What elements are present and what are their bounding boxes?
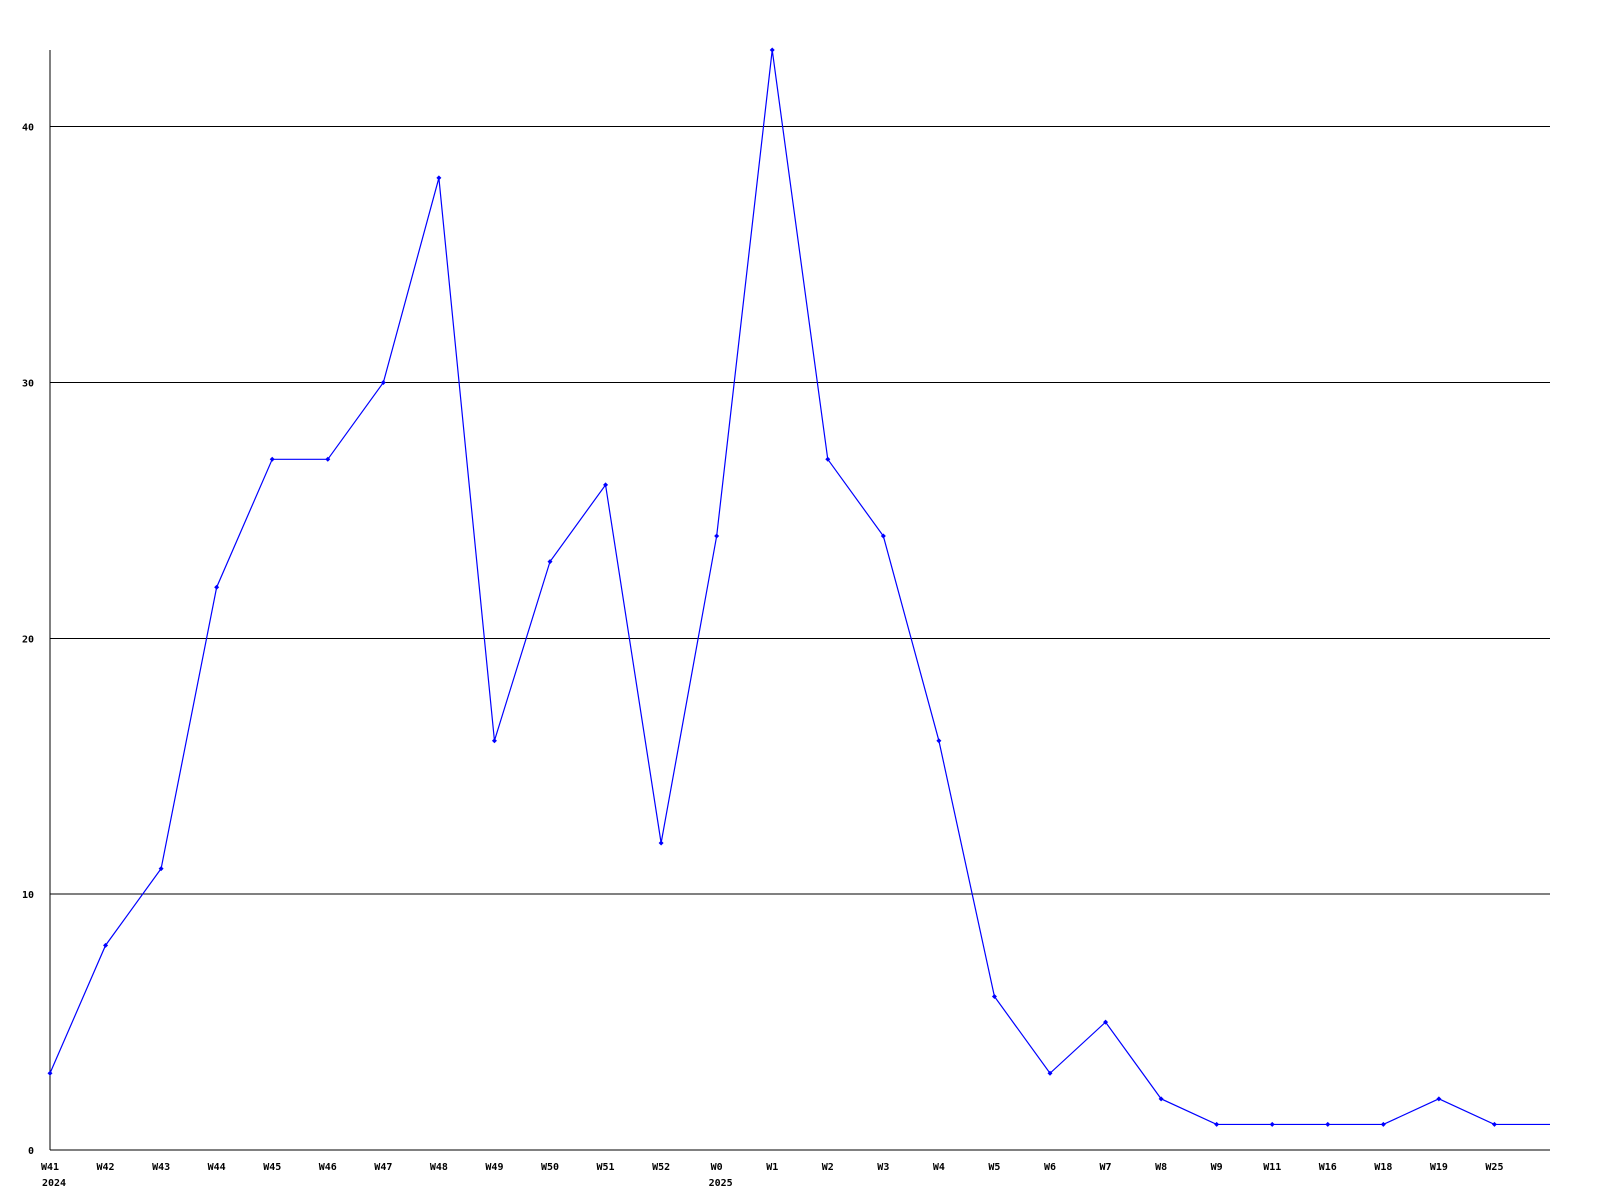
data-point [1325,1121,1331,1127]
data-point [325,456,331,462]
x-year-label: 2025 [709,1178,733,1189]
y-tick-label: 30 [22,379,34,390]
data-point [1491,1121,1497,1127]
data-point [103,942,109,948]
x-year-label: 2024 [42,1178,66,1189]
x-tick-label: W5 [988,1162,1000,1173]
x-tick-label: W44 [208,1162,226,1173]
data-point [1158,1096,1164,1102]
data-point [491,738,497,744]
data-point [1103,1019,1109,1025]
x-tick-label: W6 [1044,1162,1056,1173]
x-tick-label: W16 [1319,1162,1337,1173]
x-tick-label: W18 [1374,1162,1392,1173]
data-point [1436,1096,1442,1102]
data-point [547,559,553,565]
x-tick-label: W11 [1263,1162,1281,1173]
x-tick-label: W49 [485,1162,503,1173]
y-tick-label: 10 [22,890,34,901]
data-point [769,47,775,53]
data-point [1269,1121,1275,1127]
data-point [880,533,886,539]
data-point [158,866,164,872]
x-tick-label: W0 [711,1162,723,1173]
x-tick-label: W42 [97,1162,115,1173]
data-point [436,175,442,181]
x-tick-label: W2 [822,1162,834,1173]
x-tick-label: W3 [877,1162,889,1173]
x-tick-label: W25 [1485,1162,1503,1173]
x-tick-label: W1 [766,1162,778,1173]
x-tick-label: W4 [933,1162,945,1173]
x-tick-label: W41 [41,1162,59,1173]
data-point [936,738,942,744]
y-tick-label: 20 [22,634,34,645]
x-tick-label: W52 [652,1162,670,1173]
x-tick-label: W51 [597,1162,615,1173]
data-point [1047,1070,1053,1076]
x-tick-label: W8 [1155,1162,1167,1173]
data-point [714,533,720,539]
x-tick-label: W48 [430,1162,448,1173]
y-tick-label: 40 [22,123,34,134]
data-point [603,482,609,488]
data-point [214,584,220,590]
x-tick-label: W45 [263,1162,281,1173]
x-tick-label: W47 [374,1162,392,1173]
x-tick-label: W43 [152,1162,170,1173]
x-tick-label: W9 [1211,1162,1223,1173]
data-point [1380,1121,1386,1127]
y-tick-label: 0 [28,1146,34,1157]
series-line [49,49,1550,1126]
data-point [658,840,664,846]
x-tick-label: W46 [319,1162,337,1173]
data-point [380,380,386,386]
x-tick-label: W50 [541,1162,559,1173]
data-point [269,456,275,462]
x-tick-label: W19 [1430,1162,1448,1173]
data-point [1214,1121,1220,1127]
data-point [991,994,997,1000]
data-point [825,456,831,462]
data-point [47,1070,53,1076]
x-tick-label: W7 [1100,1162,1112,1173]
